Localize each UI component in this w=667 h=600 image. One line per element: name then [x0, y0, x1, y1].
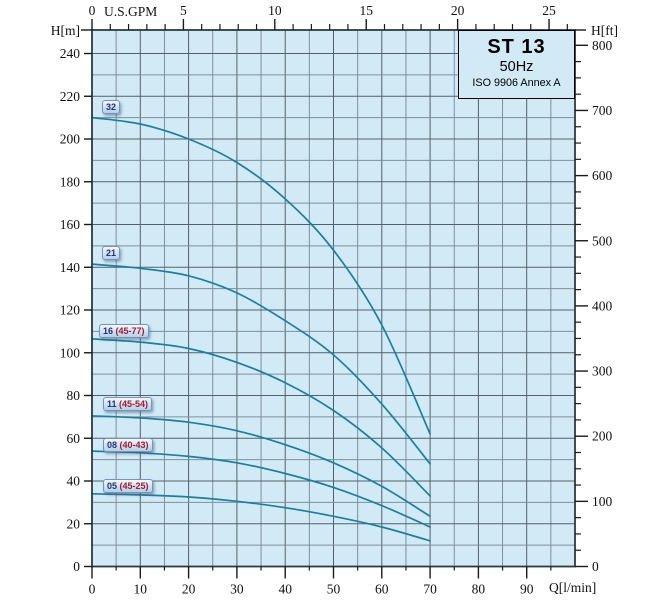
bottom-axis-tick-label: 10 [134, 582, 148, 597]
bottom-axis-tick-label: 50 [327, 582, 341, 597]
pump-curve-21 [91, 263, 431, 465]
left-axis-tick-label: 20 [67, 516, 81, 531]
standard-label: ISO 9906 Annex A [472, 77, 561, 89]
bottom-axis-tick-label: 80 [472, 582, 486, 597]
top-axis-tick-label: 20 [451, 3, 465, 18]
right-axis-tick-label: 200 [592, 429, 613, 444]
bottom-axis-unit-label: Q[l/min] [549, 580, 597, 595]
right-axis-tick-label: 500 [592, 233, 613, 248]
pump-curve-11 [91, 414, 431, 518]
left-axis-tick-label: 160 [60, 217, 81, 232]
left-axis-tick-label: 100 [60, 345, 81, 360]
top-axis-tick-label: 10 [268, 3, 282, 18]
right-axis-tick-label: 700 [592, 103, 613, 118]
left-axis-tick-label: 200 [60, 132, 81, 147]
bottom-axis-tick-label: 20 [182, 582, 196, 597]
left-axis-tick-label: 80 [67, 388, 81, 403]
right-axis-tick-label: 600 [592, 168, 613, 183]
title-box: ST 13 50Hz ISO 9906 Annex A [458, 30, 575, 99]
left-axis-tick-label: 180 [60, 174, 81, 189]
left-axis-tick-label: 0 [73, 559, 80, 574]
top-axis-tick-label: 15 [359, 3, 373, 18]
frequency-label: 50Hz [499, 59, 534, 75]
right-axis-tick-label: 0 [592, 559, 599, 574]
top-axis-tick-label: 25 [542, 3, 556, 18]
pump-curve-32 [91, 116, 431, 435]
left-axis-tick-label: 120 [60, 303, 81, 318]
bottom-axis-tick-label: 60 [375, 582, 389, 597]
right-axis-unit-label: H[ft] [591, 23, 618, 38]
bottom-axis-tick-label: 40 [278, 582, 292, 597]
left-axis-unit-label: H[m] [50, 23, 80, 38]
bottom-axis-tick-label: 30 [230, 582, 244, 597]
bottom-axis-tick-label: 70 [423, 582, 437, 597]
right-axis-tick-label: 300 [592, 364, 613, 379]
left-axis-tick-label: 60 [67, 431, 81, 446]
left-axis-tick-label: 220 [60, 89, 81, 104]
left-axis-tick-label: 240 [60, 46, 81, 61]
right-axis-tick-label: 100 [592, 494, 613, 509]
pump-model-title: ST 13 [487, 36, 546, 58]
right-axis-tick-label: 400 [592, 298, 613, 313]
top-axis-tick-label: 5 [180, 3, 187, 18]
top-axis-unit-label: U.S.GPM [104, 4, 158, 19]
top-axis-tick-label: 0 [89, 3, 96, 18]
pump-curve-08 [91, 450, 431, 528]
right-axis-tick-label: 800 [592, 38, 613, 53]
pump-curve-16 [91, 338, 431, 497]
pump-curve-05 [91, 492, 431, 542]
bottom-axis-tick-label: 90 [520, 582, 534, 597]
left-axis-tick-label: 40 [67, 474, 81, 489]
bottom-axis-tick-label: 0 [89, 582, 96, 597]
left-axis-tick-label: 140 [60, 260, 81, 275]
